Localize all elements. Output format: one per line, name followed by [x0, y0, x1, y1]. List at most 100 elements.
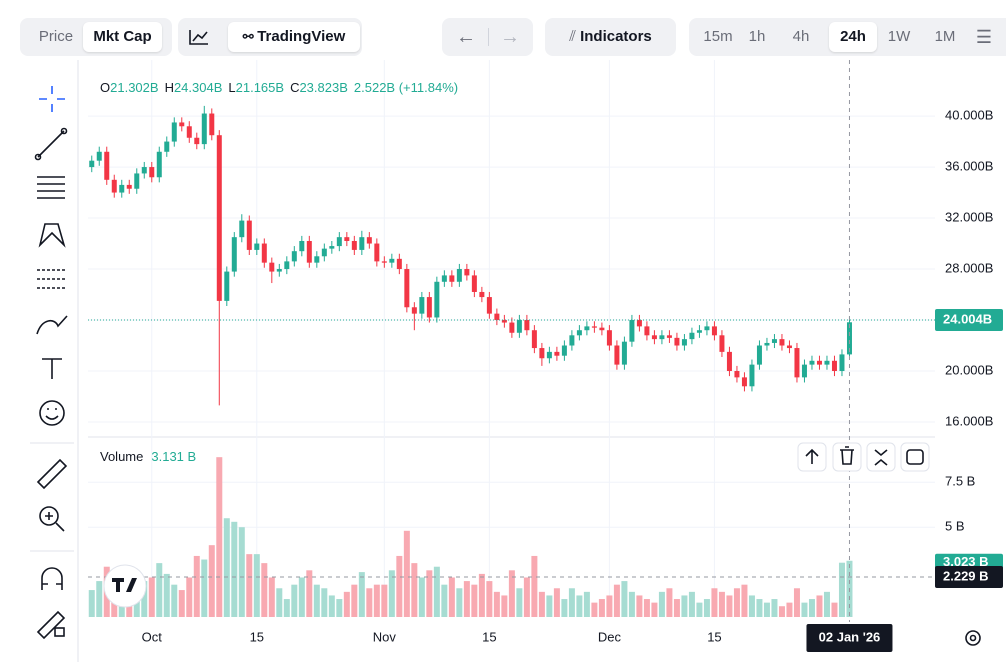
candle-body: [606, 330, 612, 346]
text-tool[interactable]: [42, 358, 62, 379]
volume-bar: [778, 606, 785, 617]
volume-bar: [276, 588, 283, 617]
volume-bar: [381, 584, 388, 617]
volume-bar: [628, 591, 635, 617]
volume-bar: [321, 588, 328, 617]
volume-bar: [508, 570, 515, 617]
mode-group: Price Mkt Cap: [20, 18, 172, 56]
volume-bar: [216, 457, 223, 617]
candle-body: [96, 151, 102, 161]
line-chart-icon[interactable]: [188, 28, 210, 46]
volume-bar: [261, 563, 268, 617]
volume-bar: [471, 584, 478, 617]
x-tick-label: Dec: [598, 629, 622, 644]
interval-button[interactable]: 1W: [887, 28, 911, 45]
redo-button[interactable]: →: [500, 26, 520, 48]
maximize-button[interactable]: [900, 442, 930, 472]
x-tick-label: 15: [482, 629, 496, 644]
mode-tab[interactable]: Price: [38, 28, 74, 45]
measure-tool[interactable]: [36, 458, 68, 490]
interval-button[interactable]: 1h: [748, 28, 766, 45]
volume-bar: [583, 591, 590, 617]
volume-bar: [163, 573, 170, 617]
candle-body: [704, 326, 710, 331]
crosshair-x-badge: [806, 624, 893, 652]
volume-bar: [621, 581, 628, 617]
candle-body: [134, 173, 140, 189]
candle-body: [719, 335, 725, 352]
candle-body: [531, 330, 537, 349]
candle-body: [156, 151, 162, 178]
volume-bar: [606, 595, 613, 617]
interval-button[interactable]: 1M: [934, 28, 956, 45]
volume-bar: [223, 518, 230, 617]
pattern-tool[interactable]: [38, 223, 66, 248]
volume-bar: [373, 584, 380, 617]
y-tick-label: 36.000B: [945, 159, 993, 174]
lock-tool[interactable]: [36, 610, 66, 640]
candle-body: [801, 364, 807, 378]
legend-value: 21.302B: [110, 80, 158, 95]
undo-button[interactable]: ←: [456, 26, 476, 48]
candle-body: [359, 237, 365, 250]
volume-bar: [733, 588, 740, 617]
candle-body: [216, 135, 222, 301]
trendline-tool[interactable]: [34, 127, 68, 161]
settings-button[interactable]: ☰: [975, 27, 993, 47]
last-price-label: 24.004B: [943, 311, 992, 326]
volume-bar: [681, 595, 688, 617]
volume-bar: [531, 555, 538, 617]
mode-tab[interactable]: Mkt Cap: [83, 22, 162, 52]
candle-body: [434, 281, 440, 318]
candle-body: [599, 327, 605, 331]
candle-body: [629, 320, 635, 342]
magnet-tool[interactable]: [41, 567, 63, 590]
prediction-tool[interactable]: [37, 269, 65, 289]
crosshair-y-label: 2.229 B: [943, 568, 989, 583]
candle-body: [126, 184, 132, 189]
zoom-tool[interactable]: [39, 506, 65, 532]
volume-bar: [343, 591, 350, 617]
candle-body: [494, 313, 500, 321]
volume-bar: [463, 581, 470, 617]
chart-tab[interactable]: ⚯ TradingView: [228, 22, 360, 52]
interval-group: ☰ 15m 1h 4h 24h 1W 1M: [689, 18, 1006, 56]
candle-body: [231, 237, 237, 272]
candle-body: [419, 297, 425, 314]
volume-bar: [178, 590, 185, 617]
candle-body: [546, 351, 552, 359]
interval-button[interactable]: 24h: [829, 22, 877, 52]
legend-label: C: [290, 80, 299, 95]
indicators-group: ⫽ Indicators: [545, 18, 676, 56]
volume-bar: [643, 599, 650, 617]
collapse-button[interactable]: [866, 442, 896, 472]
crosshair-tool[interactable]: [39, 86, 65, 112]
candle-body: [569, 335, 575, 346]
volume-bar: [703, 599, 710, 617]
candle-body: [224, 271, 230, 301]
candle-body: [816, 360, 822, 365]
candle-body: [561, 345, 567, 356]
volume-bar: [208, 545, 215, 617]
tv-logo[interactable]: [103, 564, 147, 608]
volume-bar: [553, 588, 560, 617]
drawing-toolbar: [30, 86, 74, 640]
brush-tool[interactable]: [36, 315, 68, 335]
interval-button[interactable]: 15m: [703, 28, 733, 45]
volume-bar: [448, 577, 455, 617]
candle-body: [314, 256, 320, 263]
volume-bar: [313, 584, 320, 617]
indicators-button[interactable]: ⫽ Indicators: [569, 28, 652, 45]
legend-label: O: [100, 80, 110, 95]
candle-body: [846, 322, 852, 355]
fib-tool[interactable]: [37, 176, 65, 199]
volume-bar: [523, 577, 530, 617]
candle-body: [696, 330, 702, 333]
settings-gear[interactable]: [965, 630, 981, 646]
candle-body: [404, 269, 410, 308]
candle-body: [779, 339, 785, 346]
interval-button[interactable]: 4h: [792, 28, 810, 45]
emoji-tool[interactable]: [39, 400, 65, 426]
candle-body: [104, 151, 110, 180]
